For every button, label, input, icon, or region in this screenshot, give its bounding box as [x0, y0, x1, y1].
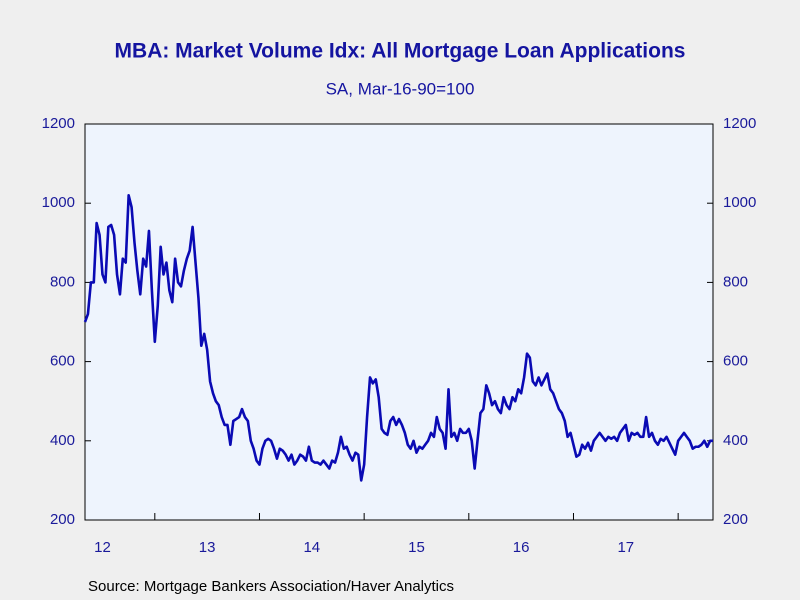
y-tick-label: 400	[50, 432, 75, 449]
x-tick-label: 17	[617, 539, 634, 556]
x-tick-label: 15	[408, 539, 425, 556]
y2-tick-label: 400	[723, 432, 748, 449]
y2-tick-label: 1200	[723, 115, 756, 132]
x-tick-label: 13	[199, 539, 216, 556]
series-line	[83, 193, 713, 482]
y-tick-label: 1200	[42, 115, 75, 132]
x-tick-label: 16	[513, 539, 530, 556]
chart-title: MBA: Market Volume Idx: All Mortgage Loa…	[115, 40, 686, 63]
source-note: Source: Mortgage Bankers Association/Hav…	[88, 578, 454, 595]
y2-tick-label: 600	[723, 353, 748, 370]
y-tick-label: 1000	[42, 194, 75, 211]
x-tick-label: 12	[94, 539, 111, 556]
y-tick-label: 600	[50, 353, 75, 370]
y2-tick-label: 800	[723, 273, 748, 290]
chart-subtitle: SA, Mar-16-90=100	[326, 79, 475, 98]
y2-tick-label: 1000	[723, 194, 756, 211]
plot-area	[84, 123, 714, 521]
y2-tick-label: 200	[723, 511, 748, 528]
x-tick-label: 14	[303, 539, 320, 556]
y-tick-label: 200	[50, 511, 75, 528]
y-tick-label: 800	[50, 273, 75, 290]
